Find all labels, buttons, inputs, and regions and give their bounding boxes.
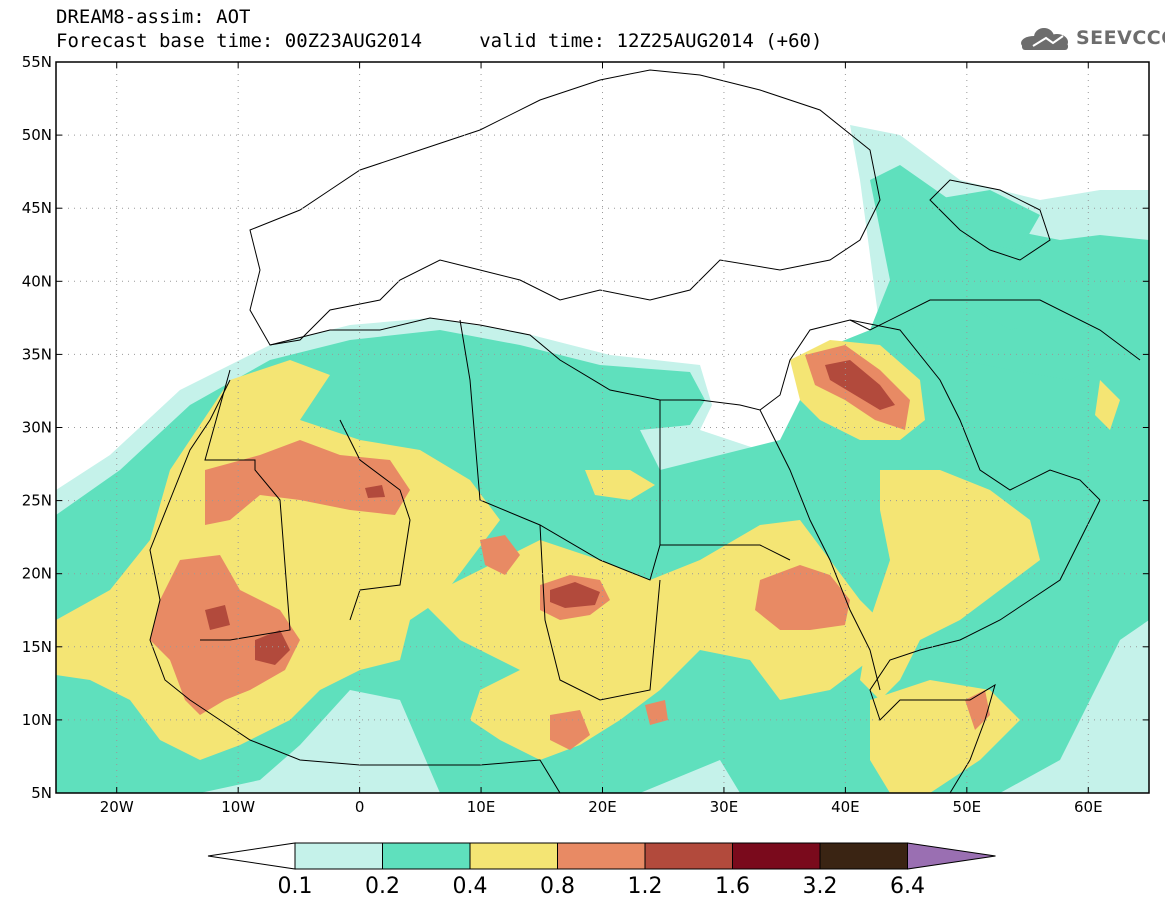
latitude-labels: 55N 50N 45N 40N 35N 30N 25N 20N 15N 10N 5N xyxy=(22,53,52,802)
lon-label: 20E xyxy=(588,798,617,816)
longitude-labels: 20W 10W 0 10E 20E 30E 40E 50E 60E xyxy=(100,798,1103,816)
lon-label: 0 xyxy=(355,798,365,816)
lat-label: 30N xyxy=(22,419,52,437)
lon-label: 10E xyxy=(467,798,496,816)
colorbar-boxes xyxy=(207,842,996,870)
lon-label: 50E xyxy=(953,798,982,816)
map-title: DREAM8-assim: AOT xyxy=(56,6,251,28)
colorbar-label: 6.4 xyxy=(890,874,925,899)
colorbar-box xyxy=(294,842,383,870)
colorbar-box xyxy=(382,842,471,870)
colorbar-arrow-low xyxy=(207,842,296,870)
lat-label: 20N xyxy=(22,565,52,583)
coastlines xyxy=(149,69,1141,793)
colorbar-label: 1.2 xyxy=(628,874,663,899)
colorbar-labels: 0.1 0.2 0.4 0.8 1.2 1.6 3.2 6.4 xyxy=(278,874,926,899)
seevccc-logo xyxy=(1021,28,1068,50)
colorbar-label: 0.1 xyxy=(278,874,313,899)
lon-label: 60E xyxy=(1074,798,1103,816)
colorbar-box xyxy=(644,842,733,870)
lon-label: 30E xyxy=(710,798,739,816)
lat-label: 10N xyxy=(22,711,52,729)
lon-label: 40E xyxy=(831,798,860,816)
forecast-times: Forecast base time: 00Z23AUG2014 valid t… xyxy=(56,30,823,52)
lon-label: 10W xyxy=(221,798,255,816)
lat-label: 35N xyxy=(22,345,52,363)
colorbar-label: 0.2 xyxy=(365,874,400,899)
lat-label: 50N xyxy=(22,126,52,144)
lat-label: 55N xyxy=(22,53,52,71)
colorbar-box xyxy=(557,842,646,870)
colorbar-label: 0.4 xyxy=(453,874,488,899)
logo-text: SEEVCCC xyxy=(1076,27,1165,49)
colorbar-label: 3.2 xyxy=(803,874,838,899)
lat-label: 45N xyxy=(22,199,52,217)
colorbar-box xyxy=(732,842,821,870)
aot-level-1.2 xyxy=(205,360,895,665)
lat-label: 15N xyxy=(22,638,52,656)
colorbar-label: 1.6 xyxy=(715,874,750,899)
axis-ticks xyxy=(56,61,1149,794)
lon-label: 20W xyxy=(100,798,134,816)
colorbar-arrow-high xyxy=(907,842,996,870)
colorbar-box xyxy=(469,842,558,870)
cloud-icon xyxy=(1021,28,1068,50)
colorbar-box xyxy=(819,842,908,870)
lat-label: 40N xyxy=(22,272,52,290)
lat-label: 5N xyxy=(31,784,52,802)
lat-label: 25N xyxy=(22,492,52,510)
colorbar-label: 0.8 xyxy=(540,874,575,899)
